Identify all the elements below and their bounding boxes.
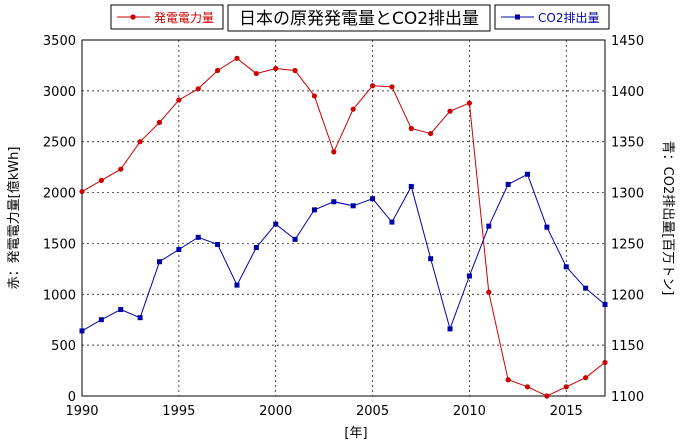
y-right-tick-label: 1250 [611, 237, 644, 252]
data-point [98, 317, 104, 323]
legend-right: CO2排出量 [494, 4, 610, 30]
series-co2-emission [79, 171, 608, 334]
y-left-tick-label: 3000 [43, 85, 76, 100]
data-point [428, 256, 434, 262]
data-point [176, 247, 182, 253]
x-tick-label: 1995 [162, 404, 195, 419]
y-left-tick-label: 1500 [43, 237, 76, 252]
data-point [466, 100, 473, 106]
x-tick-label: 1990 [65, 404, 98, 419]
data-point [273, 65, 279, 72]
x-tick-label: 2000 [259, 404, 292, 419]
data-point [137, 315, 143, 321]
y-right-tick-label: 1200 [611, 288, 644, 303]
data-point [389, 84, 395, 90]
legend-right-marker [515, 14, 520, 20]
legend-right-label: CO2排出量 [538, 11, 599, 25]
data-point [505, 181, 511, 187]
legend-left: 発電電力量 [110, 4, 224, 30]
data-point [79, 188, 85, 195]
data-point [292, 236, 298, 242]
series-power-generation [79, 55, 608, 399]
x-tick-label: 2015 [550, 404, 583, 419]
data-point [253, 70, 259, 77]
y-right-tick-label: 1100 [611, 390, 644, 405]
data-point [292, 67, 298, 74]
data-point [389, 219, 395, 225]
grid [82, 40, 605, 396]
data-point [466, 273, 472, 279]
x-tick-label: 2005 [356, 404, 389, 419]
data-point [350, 203, 356, 209]
data-point [176, 97, 182, 103]
data-point [195, 234, 201, 240]
data-point [486, 223, 492, 229]
y-left-tick-label: 2500 [43, 136, 76, 151]
series-line [81, 173, 606, 332]
data-point [234, 55, 240, 61]
data-point [331, 149, 337, 155]
tick-labels: 0 500 1000 1500 2000 2500 3000 3500 1100 1150 1200… [43, 34, 644, 419]
data-point [525, 171, 531, 177]
y-left-tick-label: 0 [68, 390, 76, 405]
data-point [583, 375, 589, 381]
data-point [370, 196, 376, 202]
data-point [447, 108, 453, 114]
data-point [524, 384, 531, 390]
series-line [81, 57, 606, 397]
data-point [137, 139, 143, 145]
y-left-tick-label: 3500 [43, 34, 76, 49]
data-point [408, 125, 414, 132]
data-point [428, 130, 434, 137]
data-point [447, 326, 453, 332]
y-left-tick-label: 2000 [43, 187, 76, 202]
data-point [156, 119, 163, 125]
legend-left-marker [130, 14, 136, 20]
series-layer [79, 55, 608, 399]
data-point [563, 264, 569, 270]
data-point [234, 282, 240, 288]
x-axis-label: [年] [344, 426, 367, 441]
chart-title: 日本の原発発電量とCO2排出量 [227, 4, 491, 32]
data-point [118, 166, 124, 172]
data-point [583, 285, 589, 291]
data-point [544, 393, 550, 399]
data-point [486, 289, 492, 295]
x-tick-label: 2010 [453, 404, 486, 419]
y-left-tick-label: 500 [51, 339, 76, 354]
data-point [331, 199, 337, 205]
data-point [408, 183, 414, 189]
y-axis-right-label: 青：CO2排出量[百万トン] [660, 141, 675, 296]
y-right-tick-label: 1350 [611, 136, 644, 151]
data-point [602, 359, 608, 366]
data-point [544, 224, 550, 230]
data-point [602, 301, 608, 307]
y-left-tick-label: 1000 [43, 288, 76, 303]
y-right-tick-label: 1300 [611, 187, 644, 202]
data-point [311, 93, 318, 99]
data-point [369, 83, 376, 89]
y-right-tick-label: 1450 [611, 34, 644, 49]
title-text: 日本の原発発電量とCO2排出量 [239, 9, 479, 29]
data-point [215, 241, 221, 247]
title-box [227, 4, 491, 32]
data-point [195, 86, 201, 92]
data-point [98, 177, 104, 183]
data-point [350, 106, 356, 112]
legend-left-label: 発電電力量 [154, 11, 214, 25]
y-right-tick-label: 1150 [611, 339, 644, 354]
data-point [273, 221, 279, 227]
data-point [563, 384, 569, 390]
data-point [156, 259, 162, 265]
data-point [311, 207, 317, 213]
y-right-tick-label: 1400 [611, 85, 644, 100]
data-point [214, 67, 221, 74]
data-point [118, 307, 124, 313]
data-point [253, 244, 259, 250]
plot-frame [81, 39, 606, 397]
data-point [505, 377, 511, 383]
y-axis-left-label: 赤：発電電力量[億kWh] [6, 147, 22, 290]
data-point [79, 328, 85, 334]
